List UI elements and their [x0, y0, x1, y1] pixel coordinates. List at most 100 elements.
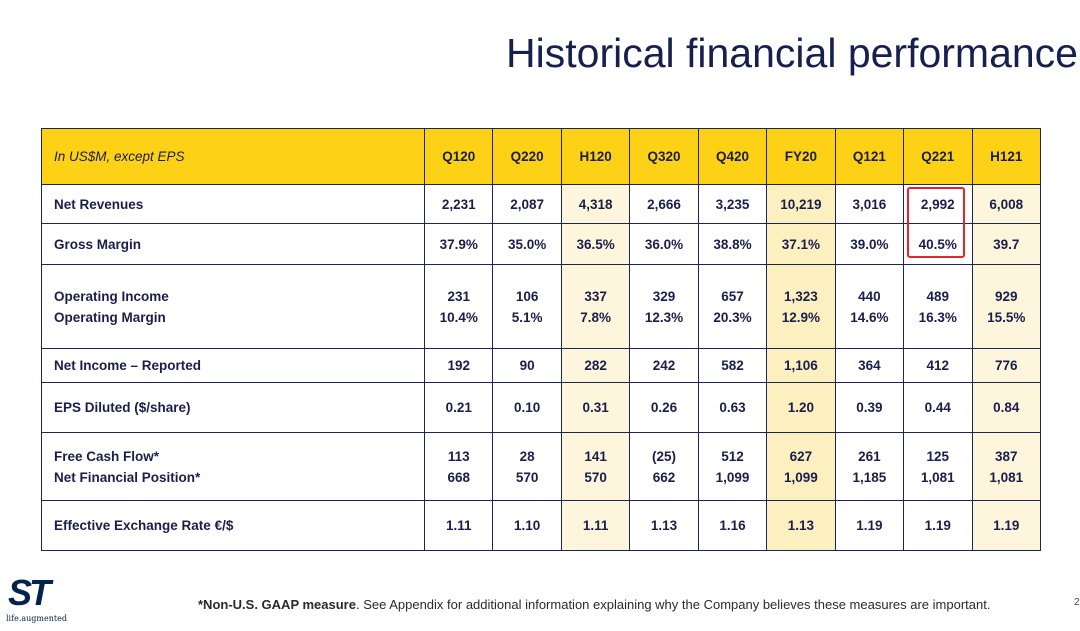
value-cell: 1.10: [492, 500, 562, 551]
cell-value: 512: [721, 448, 744, 464]
value-cell: 36.0%: [629, 223, 699, 265]
value-cell: 1.13: [629, 500, 699, 551]
cell-value: 106: [515, 288, 539, 304]
cell-value: 39.7: [993, 236, 1020, 252]
highlight-box: [907, 187, 965, 258]
cell-value: 662: [652, 469, 676, 485]
cell-value: 776: [994, 358, 1018, 373]
cell-value: 337: [584, 288, 607, 304]
cell-value: 6,008: [989, 196, 1024, 212]
cell-value: 1.19: [993, 518, 1020, 533]
row-label-cell: EPS Diluted ($/share): [41, 382, 425, 433]
value-cell: 776: [971, 348, 1041, 383]
cell-value: 1.19: [924, 518, 951, 533]
cell-value: 1.13: [650, 518, 678, 533]
row-label: Effective Exchange Rate €/$: [54, 518, 234, 533]
table-row: Effective Exchange Rate €/$ 1.11 1.10 1.11 1…: [41, 500, 1041, 551]
column-header: Q121: [834, 128, 905, 185]
value-cell: 1,106: [766, 348, 836, 383]
cell-value: 38.8%: [713, 236, 752, 252]
cell-value: 657: [721, 288, 744, 304]
value-cell: 1.19: [971, 500, 1041, 551]
column-header: In US$M, except EPS: [41, 128, 425, 185]
value-cell: 1.19: [903, 500, 973, 551]
table-row: Operating Income Operating Margin 231 10.4%…: [41, 264, 1041, 349]
value-cell: 6,008: [971, 184, 1041, 224]
cell-value: 364: [858, 358, 881, 373]
financial-table: In US$M, except EPS Q120 Q220 H120 Q320 Q420 F…: [41, 128, 1041, 551]
value-cell: 125 1,081: [903, 432, 973, 501]
value-cell: 1.20: [766, 382, 836, 433]
value-cell: 0.26: [629, 382, 699, 433]
page-number: 2: [1074, 597, 1080, 608]
table-row: Net Revenues 2,231 2,087 4,318 2,666 3,235 10,…: [41, 184, 1041, 224]
row-label: Gross Margin: [54, 236, 142, 252]
cell-value: 627: [789, 448, 813, 464]
table-row: Net Income – Reported 192 90 282 242 582 1,106…: [41, 348, 1041, 383]
column-header: Q220: [492, 128, 562, 185]
slide-title: Historical financial performance: [506, 30, 1078, 76]
value-cell: 106 5.1%: [492, 264, 562, 349]
value-cell: 582: [697, 348, 768, 383]
cell-value: 28: [519, 448, 535, 464]
value-cell: 329 12.3%: [629, 264, 699, 349]
cell-value: 1.10: [514, 518, 541, 533]
cell-value: 242: [652, 358, 676, 373]
row-label: EPS Diluted ($/share): [54, 400, 191, 415]
cell-value: 125: [926, 448, 950, 464]
value-cell: 2,231: [423, 184, 494, 224]
value-cell: 0.84: [971, 382, 1041, 433]
value-cell: 0.63: [697, 382, 768, 433]
row-label-cell: Free Cash Flow* Net Financial Position*: [41, 432, 425, 501]
cell-value: 1,081: [920, 469, 955, 485]
cell-value: 1.11: [445, 518, 472, 533]
column-header: Q221: [903, 128, 973, 185]
cell-value: 570: [515, 469, 539, 485]
cell-value: 3,016: [852, 196, 887, 212]
value-cell: 231 10.4%: [423, 264, 494, 349]
value-cell: 10,219: [766, 184, 836, 224]
column-header: H120: [560, 128, 631, 185]
value-cell: 1.13: [766, 500, 836, 551]
row-label-cell: Operating Income Operating Margin: [41, 264, 425, 349]
cell-value: 0.21: [445, 400, 472, 415]
value-cell: 36.5%: [560, 223, 631, 265]
cell-value: (25): [652, 448, 677, 464]
value-cell: 0.39: [834, 382, 905, 433]
value-cell: 28 570: [492, 432, 562, 501]
cell-value: 1,081: [989, 469, 1024, 485]
header-row: In US$M, except EPS Q120 Q220 H120 Q320 Q420 F…: [41, 128, 1041, 185]
cell-value: 37.1%: [781, 236, 821, 252]
cell-value: 0.63: [719, 400, 746, 415]
value-cell: 337 7.8%: [560, 264, 631, 349]
cell-value: 1,185: [852, 469, 887, 485]
value-cell: 1.19: [834, 500, 905, 551]
value-cell: 282: [560, 348, 631, 383]
cell-value: 1.11: [582, 518, 609, 533]
value-cell: 387 1,081: [971, 432, 1041, 501]
cell-value: 2,087: [510, 196, 545, 212]
cell-value: 2,992: [920, 196, 955, 212]
cell-value: 1,323: [784, 288, 818, 304]
cell-value: 1,099: [784, 469, 818, 485]
cell-value: 0.10: [514, 400, 541, 415]
value-cell: 242: [629, 348, 699, 383]
value-cell: 40.5%: [903, 223, 973, 265]
cell-value: 1.16: [719, 518, 746, 533]
value-cell: 4,318: [560, 184, 631, 224]
value-cell: 0.21: [423, 382, 494, 433]
value-cell: 2,666: [629, 184, 699, 224]
cell-value: 582: [721, 358, 744, 373]
column-header: Q320: [629, 128, 699, 185]
cell-value: 15.5%: [987, 309, 1026, 325]
table-row: Gross Margin 37.9% 35.0% 36.5% 36.0% 38.8% 37.…: [41, 223, 1041, 265]
row-label: Net Financial Position*: [54, 469, 201, 485]
value-cell: 261 1,185: [834, 432, 905, 501]
value-cell: 37.1%: [766, 223, 836, 265]
cell-value: 90: [519, 358, 535, 373]
cell-value: 35.0%: [508, 236, 547, 252]
cell-value: 329: [652, 288, 676, 304]
value-cell: 929 15.5%: [971, 264, 1041, 349]
cell-value: 36.5%: [576, 236, 615, 252]
